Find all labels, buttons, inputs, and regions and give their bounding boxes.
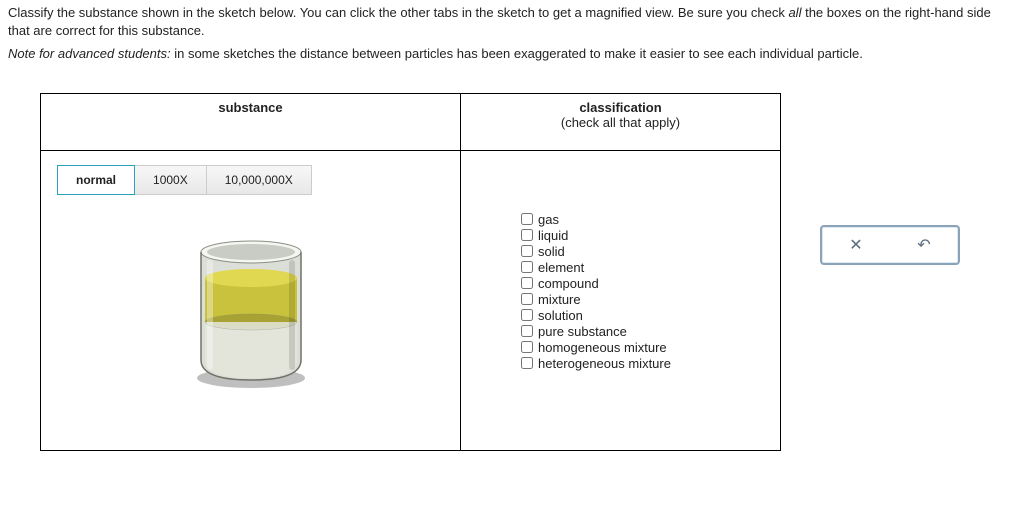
label-heterogeneous-mixture: heterogeneous mixture [538, 356, 671, 371]
tab-normal[interactable]: normal [57, 165, 135, 195]
checkbox-solution[interactable] [521, 309, 533, 321]
reset-icon[interactable]: ↶ [917, 235, 930, 255]
option-liquid: liquid [521, 228, 780, 243]
instr1-em: all [788, 5, 801, 20]
label-solution: solution [538, 308, 583, 323]
header-classification-text: classification [579, 100, 661, 115]
instructions-block: Classify the substance shown in the sket… [0, 0, 1024, 75]
substance-cell: normal 1000X 10,000,000X [41, 150, 461, 450]
label-compound: compound [538, 276, 599, 291]
main-table: substance classification (check all that… [40, 93, 781, 451]
label-mixture: mixture [538, 292, 581, 307]
classification-options: gas liquid solid element compound mixtur… [521, 212, 780, 371]
beaker-stage [41, 195, 460, 425]
instruction-line-2: Note for advanced students: in some sket… [8, 45, 1016, 63]
close-icon[interactable]: ✕ [849, 235, 862, 255]
checkbox-pure-substance[interactable] [521, 325, 533, 337]
classification-cell: gas liquid solid element compound mixtur… [461, 150, 781, 450]
instr1-a: Classify the substance shown in the sket… [8, 5, 788, 20]
tab-bar: normal 1000X 10,000,000X [57, 165, 460, 195]
side-controls: ✕ ↶ [820, 225, 960, 265]
option-pure-substance: pure substance [521, 324, 780, 339]
label-gas: gas [538, 212, 559, 227]
option-homogeneous-mixture: homogeneous mixture [521, 340, 780, 355]
option-element: element [521, 260, 780, 275]
main-table-wrap: substance classification (check all that… [40, 93, 1024, 451]
checkbox-heterogeneous-mixture[interactable] [521, 357, 533, 369]
header-classification: classification (check all that apply) [461, 93, 781, 150]
checkbox-mixture[interactable] [521, 293, 533, 305]
option-compound: compound [521, 276, 780, 291]
label-liquid: liquid [538, 228, 568, 243]
checkbox-solid[interactable] [521, 245, 533, 257]
label-pure-substance: pure substance [538, 324, 627, 339]
option-solution: solution [521, 308, 780, 323]
checkbox-gas[interactable] [521, 213, 533, 225]
option-solid: solid [521, 244, 780, 259]
instr2-a: Note for advanced students: [8, 46, 171, 61]
checkbox-element[interactable] [521, 261, 533, 273]
label-element: element [538, 260, 584, 275]
instr2-b: in some sketches the distance between pa… [171, 46, 863, 61]
option-gas: gas [521, 212, 780, 227]
label-homogeneous-mixture: homogeneous mixture [538, 340, 667, 355]
checkbox-compound[interactable] [521, 277, 533, 289]
header-substance: substance [41, 93, 461, 150]
header-substance-text: substance [218, 100, 282, 115]
checkbox-liquid[interactable] [521, 229, 533, 241]
beaker-icon [181, 230, 321, 390]
label-solid: solid [538, 244, 565, 259]
instruction-line-1: Classify the substance shown in the sket… [8, 4, 1016, 39]
tab-10000000x[interactable]: 10,000,000X [207, 165, 312, 195]
tab-1000x[interactable]: 1000X [135, 165, 207, 195]
header-classification-sub: (check all that apply) [561, 115, 680, 130]
option-heterogeneous-mixture: heterogeneous mixture [521, 356, 780, 371]
option-mixture: mixture [521, 292, 780, 307]
checkbox-homogeneous-mixture[interactable] [521, 341, 533, 353]
